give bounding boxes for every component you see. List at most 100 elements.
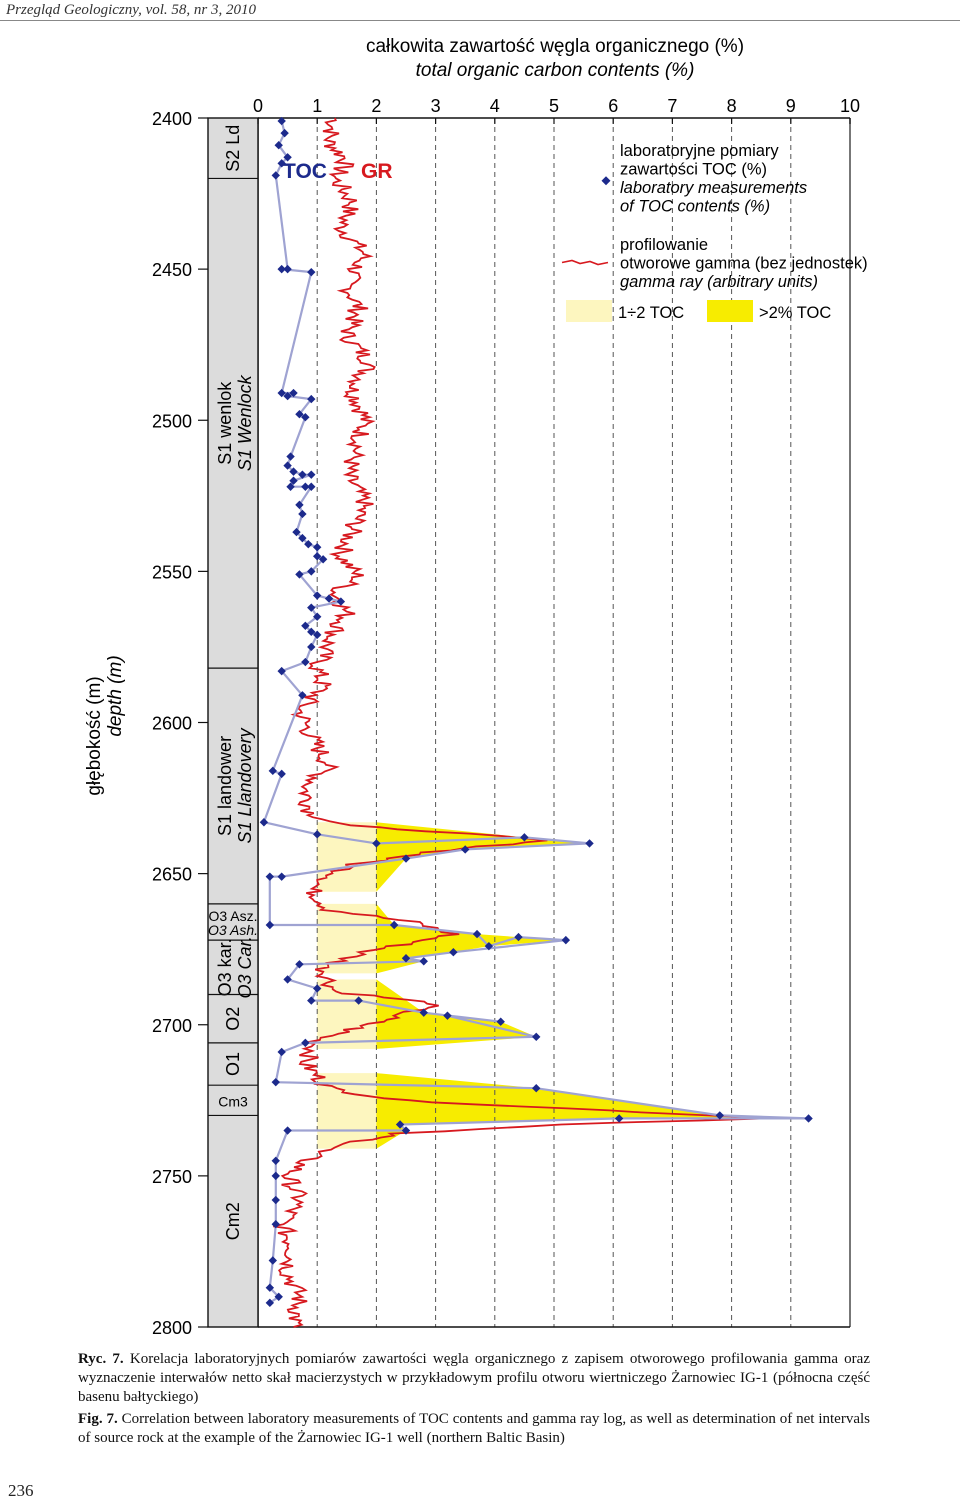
legend-low-label: 1÷2 TOC [618,304,684,322]
toc-point [295,960,304,969]
toc-tick-label-1: 1 [312,96,322,116]
toc-point [289,467,298,476]
toc-tick-label-10: 10 [840,96,860,116]
toc-point [313,984,322,993]
toc-point [277,264,286,274]
toc-point [520,833,529,842]
toc-point [280,128,289,138]
toc-point [283,264,292,274]
page-number: 236 [8,1481,34,1500]
toc-point [274,141,283,150]
toc-point [313,591,322,600]
toc-point [307,627,316,637]
toc-point [268,766,277,776]
header-rule [0,20,960,21]
toc-point [324,594,334,603]
legend-gr-en: gamma ray (arbitrary units) [620,273,818,291]
toc-tick-label-7: 7 [667,96,677,116]
toc-point [304,539,313,549]
toc-tick-label-2: 2 [371,96,381,116]
gr-curve-label: GR [361,160,393,183]
toc-series [259,116,813,1308]
toc-point [259,818,269,827]
caption-en-label: Fig. 7. [78,1411,118,1427]
y-axis-label-en: depth (m) [105,655,126,736]
toc-point [307,642,316,652]
depth-tick-label-8: 2800 [152,1318,192,1338]
toc-point [277,159,286,168]
toc-point [389,920,399,930]
toc-point [271,1156,280,1165]
toc-point [307,996,316,1005]
toc-point [298,509,307,519]
toc-tick-label-6: 6 [608,96,618,116]
legend-toc-en-1: laboratory measurements [620,179,807,197]
toc-point [313,830,322,839]
depth-tick-label-5: 2650 [152,865,192,885]
toc-point [336,597,346,606]
toc-point [292,527,301,537]
strat-column-frame [207,117,259,1328]
toc-point [514,932,523,942]
legend-high-swatch [707,300,753,322]
toc-point [289,388,298,398]
gamma-ray-series [273,117,765,1328]
strat-label-2: S1 landower [215,736,235,836]
toc-point [271,1171,280,1181]
toc-point [301,1038,310,1048]
strat-label-3: O3 Asz. [208,908,257,924]
toc-point [283,975,292,984]
stratigraphy-column: S2 Ld S1 wenlok S1 Wenlock S1 landower S1 Ll… [207,117,259,1328]
toc-point [318,555,328,564]
net-interval-low-0 [317,822,377,892]
toc-point [271,1220,280,1229]
toc-point [614,1114,624,1123]
strat-label-1: S1 wenlok [215,381,235,465]
caption-pl-text: Korelacja laboratoryjnych pomiarów zawar… [78,1351,870,1405]
toc-point [307,567,316,576]
toc-point [301,657,310,667]
toc-tick-label-9: 9 [786,96,796,116]
toc-point [313,552,322,561]
depth-tick-label-0: 2400 [152,109,192,129]
toc-point [401,854,411,863]
gr-curve [273,117,765,1328]
toc-point [283,461,292,470]
toc-point [298,691,307,700]
toc-point [271,1195,280,1205]
toc-point [307,482,316,491]
toc-point [283,391,292,401]
toc-point [274,1292,283,1301]
toc-point [496,1017,505,1026]
toc-point [307,267,316,277]
toc-point [419,1008,428,1017]
chart-subtitle: total organic carbon contents (%) [416,60,695,81]
caption-en-text: Correlation between laboratory measureme… [78,1411,870,1446]
toc-point [277,116,286,126]
toc-point [265,1298,275,1308]
toc-point [443,1011,452,1020]
toc-point [283,153,292,162]
caption-pl-label: Ryc. 7. [78,1351,124,1367]
toc-point [301,621,310,630]
depth-axis: 2400 2450 2500 2550 2600 2650 2700 2750 2800 [152,109,208,1338]
depth-tick-label-2: 2500 [152,411,192,431]
strat-label-en-2: S1 Llandovery [235,727,255,843]
toc-point [354,996,363,1005]
depth-tick-label-6: 2700 [152,1016,192,1036]
y-axis-label: głębokość (m) [84,676,105,795]
toc-point [298,533,307,543]
toc-point [289,476,298,485]
toc-point [313,630,322,640]
net-interval-low-2 [317,979,377,1049]
toc-point [449,948,458,957]
toc-gr-chart: S2 Ld S1 wenlok S1 Wenlock S1 landower S1 Ll… [84,36,868,1338]
depth-tick-label-1: 2450 [152,260,192,280]
toc-point [277,1047,286,1057]
toc-point [277,666,286,676]
toc-tick-label-8: 8 [727,96,737,116]
legend-toc-pl-2: zawartości TOC (%) [620,161,767,179]
toc-point [265,1283,275,1292]
net-interval-high-3 [376,1073,809,1149]
toc-point [265,920,275,930]
